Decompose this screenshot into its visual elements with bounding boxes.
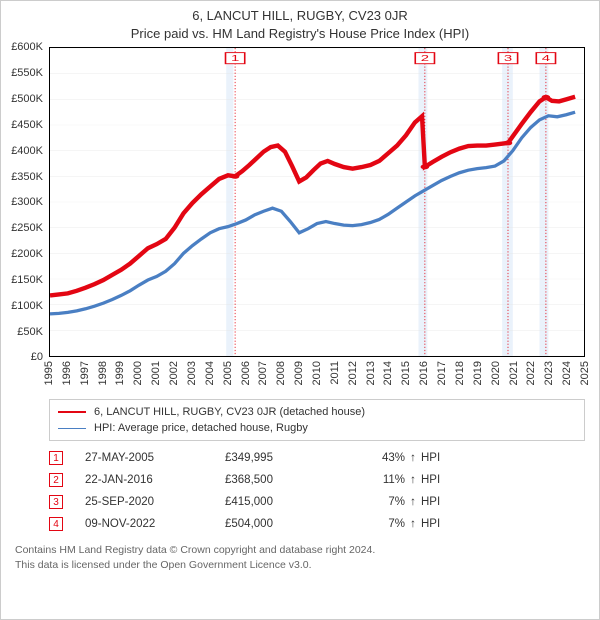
x-tick-label: 2010 — [311, 361, 323, 385]
footer-line-2: This data is licensed under the Open Gov… — [15, 558, 585, 572]
sale-date: 09-NOV-2022 — [85, 518, 225, 530]
x-tick-label: 2017 — [436, 361, 448, 385]
sale-pct: 7% — [335, 518, 405, 530]
sale-row: 2 22-JAN-2016£368,50011%↑HPI — [49, 469, 585, 491]
x-tick-label: 2014 — [382, 361, 394, 385]
y-tick-label: £100K — [11, 300, 43, 312]
arrow-up-icon: ↑ — [405, 474, 421, 486]
sale-row: 1 27-MAY-2005£349,99543%↑HPI — [49, 447, 585, 469]
x-tick-label: 2022 — [525, 361, 537, 385]
svg-text:3: 3 — [504, 54, 513, 64]
x-tick-label: 2003 — [186, 361, 198, 385]
arrow-up-icon: ↑ — [405, 452, 421, 464]
y-tick-label: £400K — [11, 145, 43, 157]
x-tick-label: 2012 — [347, 361, 359, 385]
y-axis-labels: £0£50K£100K£150K£200K£250K£300K£350K£400… — [1, 47, 47, 357]
svg-text:2: 2 — [421, 54, 430, 64]
x-tick-label: 2004 — [204, 361, 216, 385]
sale-date: 27-MAY-2005 — [85, 452, 225, 464]
legend-label: HPI: Average price, detached house, Rugb… — [94, 422, 308, 434]
y-tick-label: £0 — [31, 351, 43, 363]
x-tick-label: 2006 — [240, 361, 252, 385]
x-tick-label: 2018 — [454, 361, 466, 385]
sale-pct: 11% — [335, 474, 405, 486]
arrow-up-icon: ↑ — [405, 496, 421, 508]
y-tick-label: £300K — [11, 196, 43, 208]
sale-marker-box: 1 — [49, 451, 63, 465]
sales-table: 127-MAY-2005£349,99543%↑HPI222-JAN-2016£… — [49, 447, 585, 535]
x-tick-label: 2019 — [472, 361, 484, 385]
sale-vs-label: HPI — [421, 452, 585, 464]
sale-date: 22-JAN-2016 — [85, 474, 225, 486]
y-tick-label: £600K — [11, 41, 43, 53]
x-tick-label: 2009 — [293, 361, 305, 385]
x-tick-label: 1996 — [61, 361, 73, 385]
y-tick-label: £350K — [11, 171, 43, 183]
price-chart: 1 2 3 4 — [49, 47, 585, 357]
y-tick-label: £450K — [11, 119, 43, 131]
x-tick-label: 2015 — [400, 361, 412, 385]
y-tick-label: £550K — [11, 67, 43, 79]
x-tick-label: 2007 — [257, 361, 269, 385]
x-tick-label: 2020 — [490, 361, 502, 385]
sale-marker-box: 4 — [49, 517, 63, 531]
footer-attribution: Contains HM Land Registry data © Crown c… — [15, 543, 585, 571]
svg-text:4: 4 — [542, 54, 551, 64]
legend-item: 6, LANCUT HILL, RUGBY, CV23 0JR (detache… — [58, 404, 576, 420]
sale-marker-box: 3 — [49, 495, 63, 509]
x-tick-label: 2011 — [329, 361, 341, 385]
x-tick-label: 1995 — [43, 361, 55, 385]
x-tick-label: 1998 — [97, 361, 109, 385]
legend-swatch — [58, 411, 86, 413]
x-axis-labels: 1995199619971998199920002001200220032004… — [49, 357, 585, 397]
y-tick-label: £500K — [11, 93, 43, 105]
y-tick-label: £150K — [11, 274, 43, 286]
sale-vs-label: HPI — [421, 496, 585, 508]
legend: 6, LANCUT HILL, RUGBY, CV23 0JR (detache… — [49, 399, 585, 441]
sale-pct: 43% — [335, 452, 405, 464]
x-tick-label: 2013 — [365, 361, 377, 385]
sale-price: £504,000 — [225, 518, 335, 530]
x-tick-label: 2000 — [132, 361, 144, 385]
footer-line-1: Contains HM Land Registry data © Crown c… — [15, 543, 585, 557]
x-tick-label: 1997 — [79, 361, 91, 385]
figure-container: 6, LANCUT HILL, RUGBY, CV23 0JR Price pa… — [0, 0, 600, 620]
x-tick-label: 2002 — [168, 361, 180, 385]
y-tick-label: £50K — [17, 326, 43, 338]
sale-price: £415,000 — [225, 496, 335, 508]
sale-row: 3 25-SEP-2020£415,0007%↑HPI — [49, 491, 585, 513]
sale-vs-label: HPI — [421, 474, 585, 486]
title-subtitle: Price paid vs. HM Land Registry's House … — [1, 25, 599, 43]
legend-swatch — [58, 428, 86, 429]
x-tick-label: 2005 — [222, 361, 234, 385]
sale-row: 4 09-NOV-2022£504,0007%↑HPI — [49, 513, 585, 535]
x-tick-label: 1999 — [114, 361, 126, 385]
chart-area: £0£50K£100K£150K£200K£250K£300K£350K£400… — [49, 47, 585, 357]
x-tick-label: 2024 — [561, 361, 573, 385]
sale-date: 25-SEP-2020 — [85, 496, 225, 508]
x-tick-label: 2023 — [543, 361, 555, 385]
svg-text:1: 1 — [231, 54, 240, 64]
sale-price: £368,500 — [225, 474, 335, 486]
y-tick-label: £200K — [11, 248, 43, 260]
legend-item: HPI: Average price, detached house, Rugb… — [58, 420, 576, 436]
arrow-up-icon: ↑ — [405, 518, 421, 530]
sale-marker-box: 2 — [49, 473, 63, 487]
x-tick-label: 2016 — [418, 361, 430, 385]
title-block: 6, LANCUT HILL, RUGBY, CV23 0JR Price pa… — [1, 1, 599, 43]
x-tick-label: 2008 — [275, 361, 287, 385]
title-address: 6, LANCUT HILL, RUGBY, CV23 0JR — [1, 7, 599, 25]
x-tick-label: 2025 — [579, 361, 591, 385]
sale-pct: 7% — [335, 496, 405, 508]
y-tick-label: £250K — [11, 222, 43, 234]
sale-price: £349,995 — [225, 452, 335, 464]
sale-vs-label: HPI — [421, 518, 585, 530]
x-tick-label: 2021 — [508, 361, 520, 385]
legend-label: 6, LANCUT HILL, RUGBY, CV23 0JR (detache… — [94, 406, 365, 418]
x-tick-label: 2001 — [150, 361, 162, 385]
